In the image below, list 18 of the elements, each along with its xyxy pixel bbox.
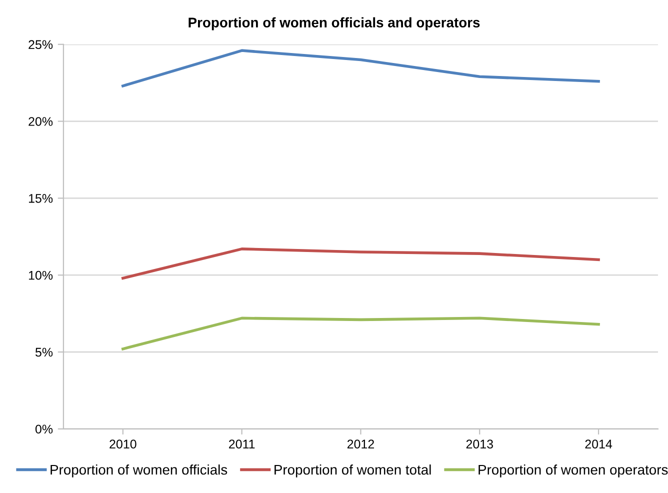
legend-label: Proportion of women total: [274, 464, 431, 478]
legend-label: Proportion of women operators: [478, 464, 668, 478]
y-tick-label: 10%: [28, 270, 53, 280]
y-tick-label: 25%: [28, 40, 53, 50]
line-series: [122, 49, 600, 88]
x-tick-label: 2012: [347, 440, 374, 449]
x-tick-label: 2013: [466, 440, 493, 449]
y-tick-label: 15%: [28, 194, 53, 203]
x-tick-label: 2014: [585, 440, 612, 449]
x-tick-label: 2010: [110, 440, 136, 449]
line-series: [122, 248, 600, 280]
legend-label: Proportion of women officials: [50, 464, 228, 478]
chart-title: Proportion of women officials and operators: [188, 17, 480, 30]
x-tick-label: 2011: [229, 440, 255, 449]
y-tick-label: 0%: [35, 424, 53, 434]
y-tick-label: 5%: [35, 348, 53, 357]
y-tick-label: 20%: [28, 117, 53, 126]
line-series: [122, 316, 600, 350]
